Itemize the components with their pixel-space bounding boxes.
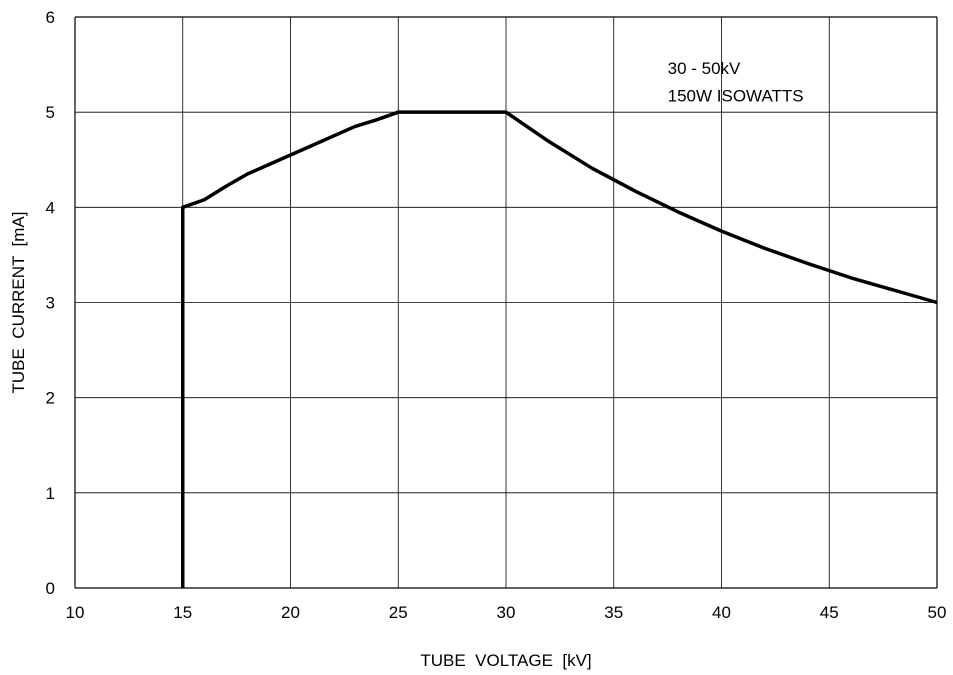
x-tick-label: 30 <box>497 603 516 622</box>
y-tick-label: 2 <box>46 389 55 408</box>
annotation-label: 30 - 50kV <box>668 59 741 78</box>
x-tick-label: 10 <box>66 603 85 622</box>
series-layer <box>181 110 938 588</box>
y-tick-label: 5 <box>46 103 55 122</box>
y-axis-title: TUBE CURRENT [mA] <box>9 212 28 394</box>
y-tick-label: 3 <box>46 294 55 313</box>
annotations: 30 - 50kV 150W ISOWATTS <box>668 59 804 106</box>
grid <box>74 16 938 589</box>
x-tick-label: 35 <box>604 603 623 622</box>
x-tick-label: 40 <box>712 603 731 622</box>
x-tick-label: 45 <box>820 603 839 622</box>
annotation-label: 150W ISOWATTS <box>668 87 804 106</box>
x-tick-label: 50 <box>928 603 947 622</box>
y-tick-label: 1 <box>46 484 55 503</box>
x-tick-label: 15 <box>173 603 192 622</box>
series-line <box>181 110 938 588</box>
y-tick-label: 0 <box>46 579 55 598</box>
y-tick-label: 4 <box>46 198 55 217</box>
x-tick-label: 20 <box>281 603 300 622</box>
y-tick-label: 6 <box>46 8 55 27</box>
x-tick-label: 25 <box>389 603 408 622</box>
x-axis-title: TUBE VOLTAGE [kV] <box>420 651 591 670</box>
